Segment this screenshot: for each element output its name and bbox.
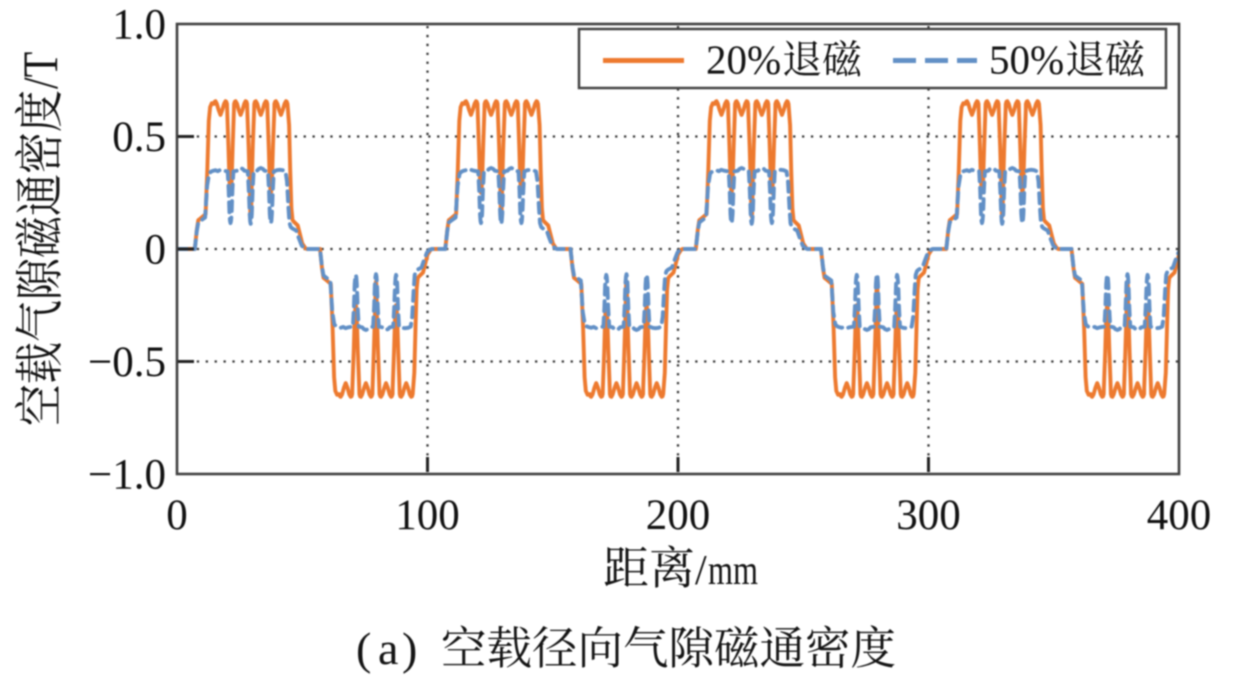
svg-text:0: 0 (145, 227, 167, 274)
svg-text:a: a (378, 623, 398, 674)
svg-text:1.0: 1.0 (112, 2, 166, 49)
svg-text:/T: /T (13, 52, 68, 89)
svg-text:−1.0: −1.0 (88, 452, 166, 499)
svg-text:0: 0 (166, 492, 188, 539)
svg-text:): ) (402, 623, 417, 674)
svg-text:−0.5: −0.5 (88, 339, 166, 386)
svg-text:400: 400 (1147, 492, 1212, 539)
svg-text:20%: 20% (706, 37, 781, 83)
svg-text:50%: 50% (989, 37, 1064, 83)
svg-text:mm: mm (708, 548, 758, 594)
svg-text:(: ( (356, 623, 371, 674)
svg-text:/: / (695, 548, 707, 594)
svg-text:100: 100 (395, 492, 460, 539)
svg-text:300: 300 (896, 492, 961, 539)
svg-text:200: 200 (646, 492, 711, 539)
svg-text:0.5: 0.5 (112, 114, 166, 161)
